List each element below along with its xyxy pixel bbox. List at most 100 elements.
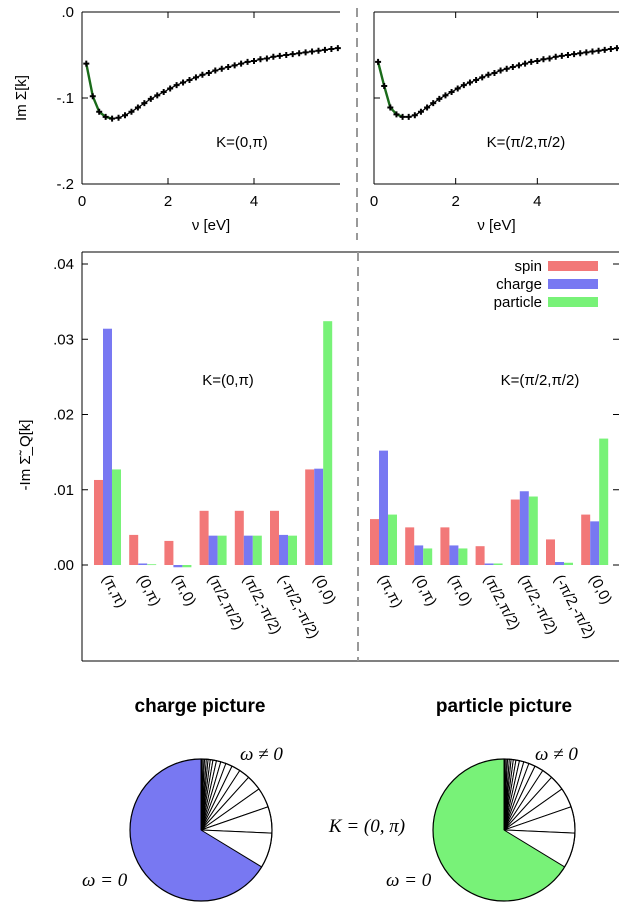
data-point [473, 76, 480, 83]
bar-spin [199, 510, 209, 565]
particle-omega-zero-label: ω = 0 [386, 870, 432, 891]
data-point [503, 65, 510, 72]
category-label: (0,π) [134, 572, 164, 609]
data-point [479, 74, 486, 81]
data-point [442, 92, 449, 99]
bar-particle [493, 563, 503, 565]
data-point [109, 115, 116, 122]
data-point [225, 64, 232, 71]
data-point [315, 47, 322, 54]
data-point [199, 71, 206, 78]
data-point [466, 79, 473, 86]
data-point [448, 88, 455, 95]
data-point [424, 104, 431, 111]
data-point [289, 51, 296, 58]
data-point [540, 56, 547, 63]
category-label: (0,π) [410, 572, 440, 609]
bar-spin [510, 499, 520, 565]
data-point [564, 52, 571, 58]
data-point [309, 48, 316, 55]
data-point [552, 53, 559, 60]
particle-picture-title: particle picture [436, 696, 572, 717]
category-label: (π,π) [98, 572, 129, 611]
data-point [577, 50, 584, 57]
data-point [276, 52, 283, 59]
data-point [115, 114, 122, 121]
bar-particle [388, 514, 397, 565]
data-point [122, 112, 128, 119]
data-point [251, 58, 257, 65]
bar-particle [528, 496, 538, 565]
data-point [460, 82, 467, 89]
data-point [571, 51, 578, 58]
data-point [405, 113, 412, 120]
bar-spin [234, 510, 244, 565]
data-point [491, 70, 498, 77]
data-point [180, 79, 187, 86]
bar-particle [564, 562, 573, 565]
bar-particle [423, 548, 433, 565]
data-point [381, 82, 388, 89]
group-annotation: K=(π/2,π/2) [501, 372, 580, 389]
data-point [218, 65, 225, 72]
data-point [160, 88, 167, 95]
legend-label: spin [514, 258, 542, 275]
y-axis-label: -Im Σ̃_Q[k] [17, 420, 34, 491]
data-point [509, 64, 516, 71]
data-point [546, 55, 553, 62]
bar-charge [519, 491, 529, 565]
group-annotation: K=(0,π) [202, 372, 254, 389]
data-point [173, 82, 180, 89]
category-label: (π,π) [374, 572, 405, 611]
data-point [607, 45, 614, 52]
y-axis-label: Im Σ[k] [13, 75, 30, 121]
y-tick-label: .02 [53, 407, 74, 424]
data-point [583, 49, 590, 56]
data-point [454, 85, 461, 92]
bar-charge [173, 565, 183, 568]
data-point [522, 60, 529, 67]
x-tick-label: 2 [164, 193, 172, 210]
charge-picture-title: charge picture [135, 696, 266, 717]
data-point [558, 52, 565, 59]
data-point [589, 48, 596, 55]
data-point [192, 74, 199, 81]
data-point [102, 113, 109, 120]
data-point [257, 56, 264, 63]
bar-charge [243, 535, 253, 565]
y-tick-label: -.1 [56, 90, 74, 107]
bar-particle [252, 535, 262, 565]
data-point [154, 92, 161, 99]
pie-outline [129, 758, 273, 902]
bar-charge [379, 450, 388, 565]
bar-charge [103, 328, 112, 565]
data-point [417, 108, 424, 115]
data-point [205, 70, 212, 77]
y-tick-label: .0 [61, 4, 74, 21]
y-tick-label: .01 [53, 482, 74, 499]
y-tick-label: .04 [53, 256, 74, 273]
x-tick-label: 2 [451, 193, 459, 210]
data-point [485, 71, 492, 78]
panel-annotation: K=(π/2,π/2) [487, 134, 566, 151]
data-point [141, 100, 148, 107]
bar-particle [323, 321, 333, 565]
charge-omega-nonzero-label: ω ≠ 0 [240, 744, 283, 765]
bar-particle [458, 548, 468, 565]
panel-annotation: K=(0,π) [216, 134, 268, 151]
bar-spin [581, 514, 591, 565]
x-tick-label: 4 [250, 193, 258, 210]
self-energy-curve [377, 47, 618, 118]
data-point [167, 85, 174, 92]
bar-particle [182, 565, 192, 568]
data-point [334, 45, 341, 52]
bar-charge [484, 563, 494, 565]
legend-swatch-particle [548, 297, 598, 307]
data-point [89, 93, 96, 100]
legend-label: particle [494, 294, 542, 311]
charge-pie [129, 758, 273, 902]
bar-charge [555, 561, 564, 565]
bar-charge [449, 545, 459, 565]
pie-k-label: K = (0, π) [328, 816, 405, 837]
